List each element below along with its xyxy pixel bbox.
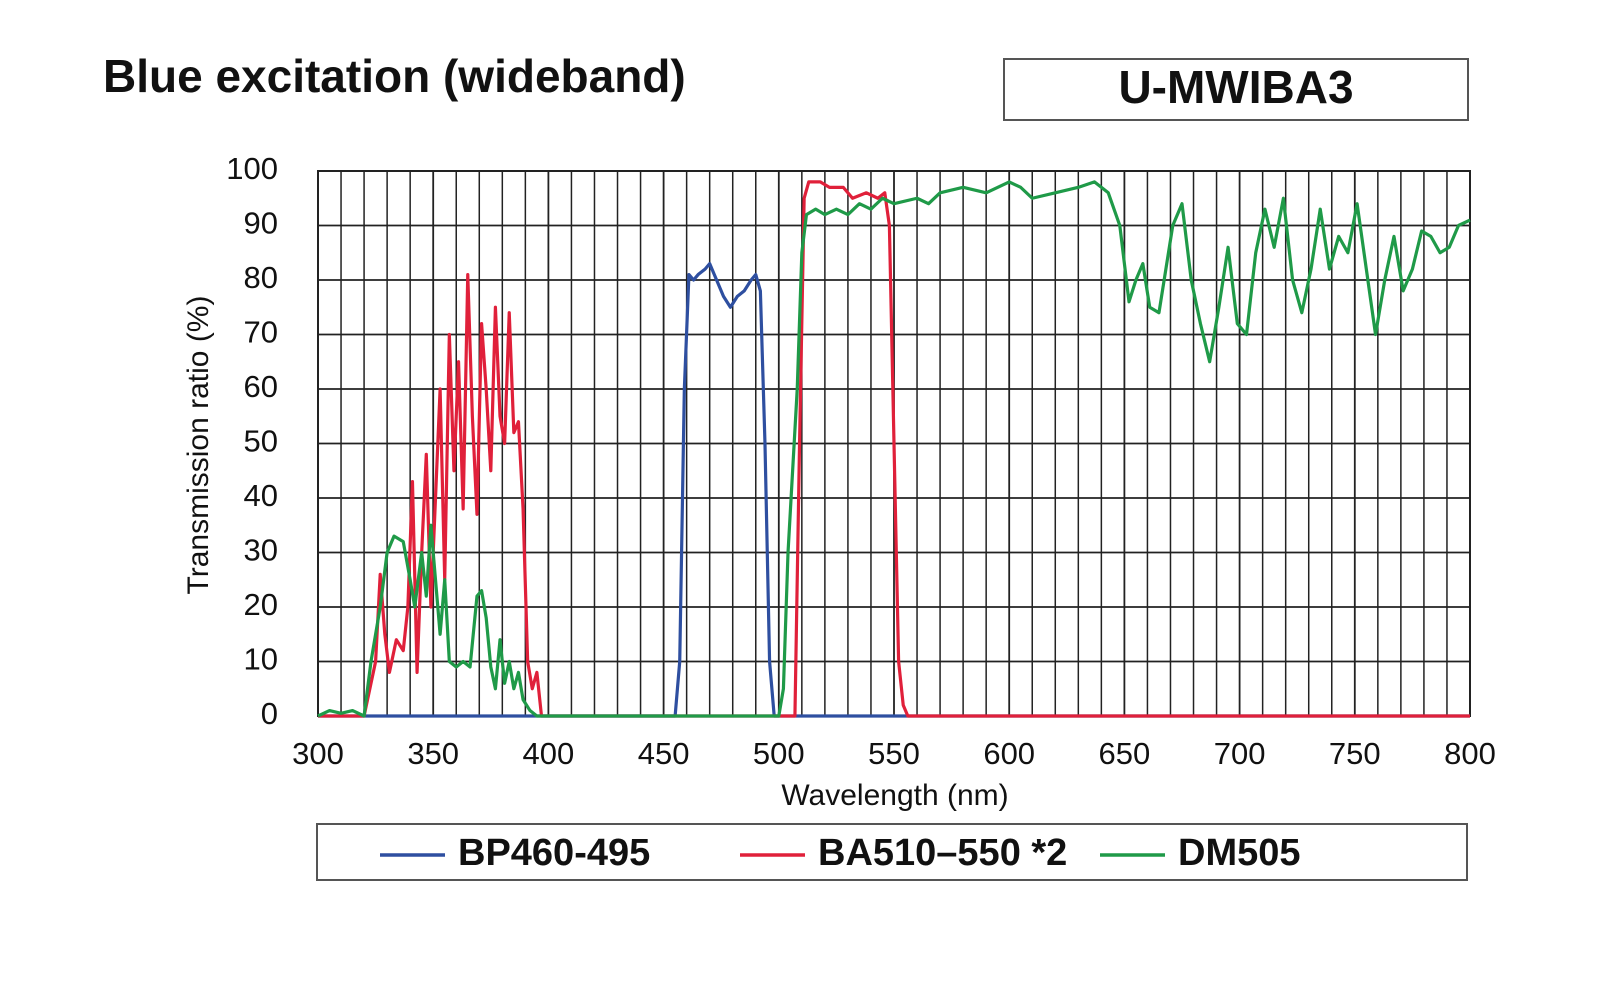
series-line bbox=[317, 180, 1471, 718]
x-tick-label: 400 bbox=[523, 736, 575, 771]
y-tick-label: 10 bbox=[244, 642, 278, 677]
series-line bbox=[318, 262, 1470, 718]
legend-label: BP460-495 bbox=[458, 832, 650, 874]
x-tick-label: 700 bbox=[1214, 736, 1266, 771]
grid: 300 350 400 450 500 550 600 650 700 750 800 0 10 20 30… bbox=[226, 151, 1496, 771]
plot bbox=[317, 180, 1471, 718]
legend-label: DM505 bbox=[1178, 832, 1301, 874]
x-tick-label: 450 bbox=[638, 736, 690, 771]
x-tick-label: 300 bbox=[292, 736, 344, 771]
x-tick-label: 750 bbox=[1329, 736, 1381, 771]
y-tick-label: 20 bbox=[244, 587, 278, 622]
x-tick-label: 350 bbox=[407, 736, 459, 771]
y-tick-label: 50 bbox=[244, 424, 278, 459]
y-tick-label: 40 bbox=[244, 478, 278, 513]
y-tick-label: 60 bbox=[244, 369, 278, 404]
x-tick-label: 600 bbox=[983, 736, 1035, 771]
model-box bbox=[1003, 58, 1469, 121]
y-tick-label: 90 bbox=[244, 206, 278, 241]
model-label: U-MWIBA3 bbox=[1118, 61, 1353, 113]
y-tick-label: 80 bbox=[244, 260, 278, 295]
y-tick-label: 30 bbox=[244, 533, 278, 568]
x-tick-label: 800 bbox=[1444, 736, 1496, 771]
y-tick-label: 100 bbox=[226, 151, 278, 186]
legend-label: BA510–550 *2 bbox=[818, 832, 1067, 874]
series-line bbox=[318, 180, 1470, 718]
y-axis-label: Transmission ratio (%) bbox=[182, 296, 215, 595]
x-tick-label: 550 bbox=[868, 736, 920, 771]
chart-title: Blue excitation (wideband) bbox=[103, 50, 686, 102]
legend-box bbox=[316, 823, 1468, 881]
y-tick-label: 0 bbox=[261, 696, 278, 731]
x-tick-label: 650 bbox=[1099, 736, 1151, 771]
x-axis-label: Wavelength (nm) bbox=[781, 779, 1008, 812]
legend: BP460-495 BA510–550 *2 DM505 bbox=[380, 832, 1301, 874]
y-tick-label: 70 bbox=[244, 315, 278, 350]
x-tick-label: 500 bbox=[753, 736, 805, 771]
